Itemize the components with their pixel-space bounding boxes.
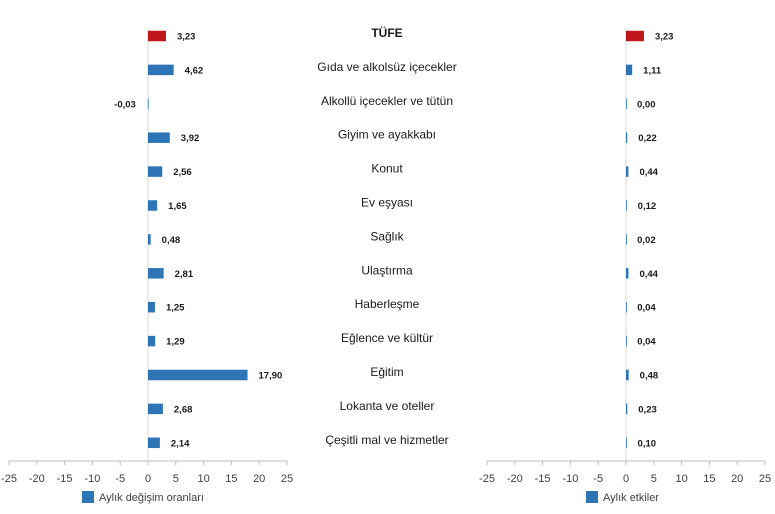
bar-2 bbox=[147, 98, 149, 110]
data-label: 1,29 bbox=[166, 337, 185, 348]
bar-6 bbox=[626, 234, 627, 245]
data-label: 4,62 bbox=[185, 65, 204, 76]
data-label: 0,22 bbox=[638, 133, 657, 144]
category-label: Ulaştırma bbox=[361, 263, 413, 277]
bar-6 bbox=[148, 234, 151, 245]
category-label: Haberleşme bbox=[355, 297, 420, 311]
x-tick-label: -15 bbox=[535, 473, 551, 485]
x-tick-label: 0 bbox=[623, 473, 629, 485]
data-label: 17,90 bbox=[259, 371, 283, 382]
x-tick-label: 5 bbox=[173, 473, 179, 485]
x-tick-label: -25 bbox=[1, 473, 17, 485]
category-label: Lokanta ve oteller bbox=[340, 399, 435, 413]
data-label: -0,03 bbox=[114, 99, 136, 110]
x-tick-label: 20 bbox=[731, 473, 743, 485]
x-tick-label: -10 bbox=[84, 473, 100, 485]
bar-0 bbox=[626, 30, 644, 42]
bar-4 bbox=[148, 166, 163, 177]
data-label: 3,23 bbox=[177, 32, 196, 43]
data-label: 2,68 bbox=[174, 404, 193, 415]
data-label: 1,25 bbox=[166, 303, 185, 314]
data-label: 3,23 bbox=[655, 32, 674, 43]
category-label: TÜFE bbox=[371, 25, 402, 40]
bar-5 bbox=[148, 200, 158, 211]
bar-0 bbox=[148, 30, 166, 42]
bar-12 bbox=[148, 437, 160, 449]
x-tick-label: 0 bbox=[145, 473, 151, 485]
data-label: 0,48 bbox=[640, 371, 659, 382]
category-label: Gıda ve alkolsüz içecekler bbox=[317, 60, 456, 74]
x-tick-label: 20 bbox=[253, 473, 265, 485]
x-tick-label: -15 bbox=[57, 473, 73, 485]
x-tick-label: 15 bbox=[703, 473, 715, 485]
data-label: 0,48 bbox=[162, 235, 181, 246]
x-tick-label: 10 bbox=[675, 473, 687, 485]
x-tick-label: -25 bbox=[479, 473, 495, 485]
legend-label: Aylık etkiler bbox=[603, 492, 659, 504]
bar-5 bbox=[626, 200, 627, 211]
bar-1 bbox=[148, 64, 174, 76]
data-label: 2,81 bbox=[175, 269, 194, 280]
right-panel-effects: -25 -20 -15 -10 -5 0 5 10 15 20 25 3,23 1,11 0,00 0,22… bbox=[479, 28, 771, 504]
category-label: Çeşitli mal ve hizmetler bbox=[325, 433, 448, 447]
category-label: Sağlık bbox=[370, 229, 404, 243]
category-label: Konut bbox=[371, 162, 403, 176]
bar-8 bbox=[148, 301, 155, 313]
data-label: 3,92 bbox=[181, 133, 200, 144]
category-label: Eğlence ve kültür bbox=[341, 331, 433, 345]
x-tick-label: 15 bbox=[225, 473, 237, 485]
data-label: 0,23 bbox=[638, 404, 657, 415]
category-label: Eğitim bbox=[370, 365, 403, 379]
x-tick-label: -20 bbox=[507, 473, 523, 485]
x-tick-label: 25 bbox=[281, 473, 293, 485]
category-label: Giyim ve ayakkabı bbox=[338, 128, 436, 142]
bar-9 bbox=[148, 335, 156, 347]
data-label: 0,04 bbox=[637, 337, 656, 348]
data-label: 0,04 bbox=[637, 303, 656, 314]
bar-3 bbox=[626, 132, 628, 143]
x-tick-label: 10 bbox=[197, 473, 209, 485]
category-label: Ev eşyası bbox=[361, 196, 413, 210]
left-panel-change-rates: -25 -20 -15 -10 -5 0 5 10 15 20 25 3,23 4,62 -0,03 3,9… bbox=[1, 28, 293, 504]
data-label: 0,00 bbox=[637, 99, 656, 110]
data-label: 0,12 bbox=[638, 201, 657, 212]
x-tick-label: -5 bbox=[593, 473, 603, 485]
bar-2 bbox=[626, 98, 627, 110]
data-label: 0,44 bbox=[639, 167, 658, 178]
data-label: 2,56 bbox=[173, 167, 192, 178]
category-labels: TÜFE Gıda ve alkolsüz içecekler Alkollü iç… bbox=[317, 25, 456, 447]
x-tick-label: 25 bbox=[759, 473, 771, 485]
bar-3 bbox=[148, 132, 170, 143]
bar-12 bbox=[626, 437, 627, 449]
data-label: 0,02 bbox=[637, 235, 656, 246]
data-label: 1,65 bbox=[168, 201, 187, 212]
bar-11 bbox=[148, 403, 163, 415]
x-tick-label: -10 bbox=[562, 473, 578, 485]
bar-7 bbox=[148, 268, 164, 279]
bar-8 bbox=[626, 301, 627, 313]
bar-1 bbox=[626, 64, 633, 76]
bar-11 bbox=[626, 403, 628, 415]
data-label: 0,44 bbox=[639, 269, 658, 280]
category-label: Alkollü içecekler ve tütün bbox=[321, 94, 453, 108]
data-label: 1,11 bbox=[643, 65, 662, 76]
x-tick-label: 5 bbox=[651, 473, 657, 485]
x-tick-label: -20 bbox=[29, 473, 45, 485]
bar-10 bbox=[148, 369, 248, 381]
legend-swatch bbox=[586, 491, 598, 503]
legend-swatch bbox=[82, 491, 94, 503]
x-tick-label: -5 bbox=[115, 473, 125, 485]
bar-4 bbox=[626, 166, 629, 177]
legend-label: Aylık değişim oranları bbox=[99, 492, 204, 504]
data-label: 0,10 bbox=[638, 438, 657, 449]
bar-9 bbox=[626, 335, 627, 347]
data-label: 2,14 bbox=[171, 438, 190, 449]
bar-7 bbox=[626, 268, 629, 279]
bar-10 bbox=[626, 369, 629, 381]
